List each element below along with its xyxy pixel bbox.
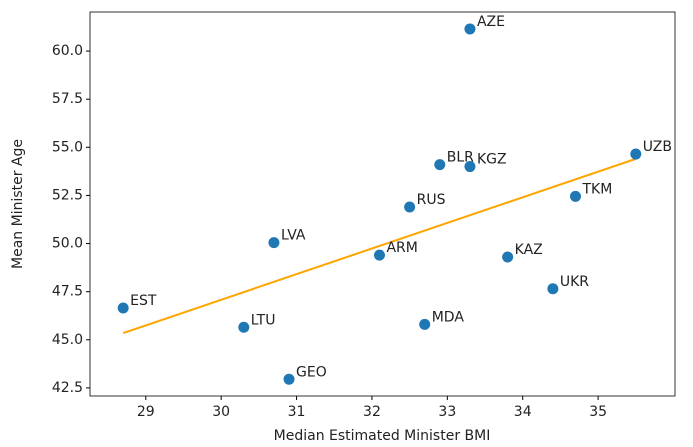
point-label: TKM — [581, 181, 612, 197]
point-label: MDA — [432, 309, 465, 325]
point — [464, 23, 476, 35]
y-tick-label: 50.0 — [52, 236, 83, 252]
point — [502, 251, 514, 263]
point — [238, 321, 250, 333]
point — [434, 159, 446, 171]
x-tick-label: 30 — [212, 404, 230, 420]
point — [283, 373, 295, 385]
x-tick-label: 35 — [589, 404, 607, 420]
y-tick-label: 60.0 — [52, 43, 83, 59]
y-tick-label: 57.5 — [52, 91, 83, 107]
y-tick-label: 45.0 — [52, 332, 83, 348]
point-label: KGZ — [477, 152, 507, 168]
y-tick-label: 47.5 — [52, 284, 83, 300]
point-label: LVA — [281, 228, 306, 244]
x-tick-label: 32 — [363, 404, 381, 420]
point — [630, 148, 642, 160]
point-label: LTU — [251, 312, 276, 328]
y-axis-label: Mean Minister Age — [10, 139, 26, 269]
point-label: GEO — [296, 364, 327, 380]
point-label: AZE — [477, 14, 505, 30]
point — [404, 201, 416, 213]
y-tick-label: 52.5 — [52, 187, 83, 203]
y-tick-label: 55.0 — [52, 139, 83, 155]
point — [547, 283, 559, 295]
x-axis-label: Median Estimated Minister BMI — [274, 428, 491, 444]
point — [117, 302, 129, 314]
x-tick-label: 31 — [288, 404, 306, 420]
x-tick-label: 29 — [137, 404, 155, 420]
point — [373, 249, 385, 261]
point — [464, 161, 476, 173]
point-label: EST — [130, 293, 157, 309]
point — [268, 237, 280, 249]
plot-frame — [89, 11, 676, 397]
x-tick-label: 34 — [514, 404, 532, 420]
point-label: BLR — [447, 150, 474, 166]
point-label: RUS — [417, 192, 446, 208]
y-tick-label: 42.5 — [52, 380, 83, 396]
point — [419, 318, 431, 330]
point-label: KAZ — [515, 242, 543, 258]
point-label: UZB — [643, 139, 672, 155]
point — [569, 190, 581, 202]
fit-line — [122, 157, 637, 335]
point-label: UKR — [560, 274, 589, 290]
x-tick-label: 33 — [438, 404, 456, 420]
point-label: ARM — [386, 240, 417, 256]
